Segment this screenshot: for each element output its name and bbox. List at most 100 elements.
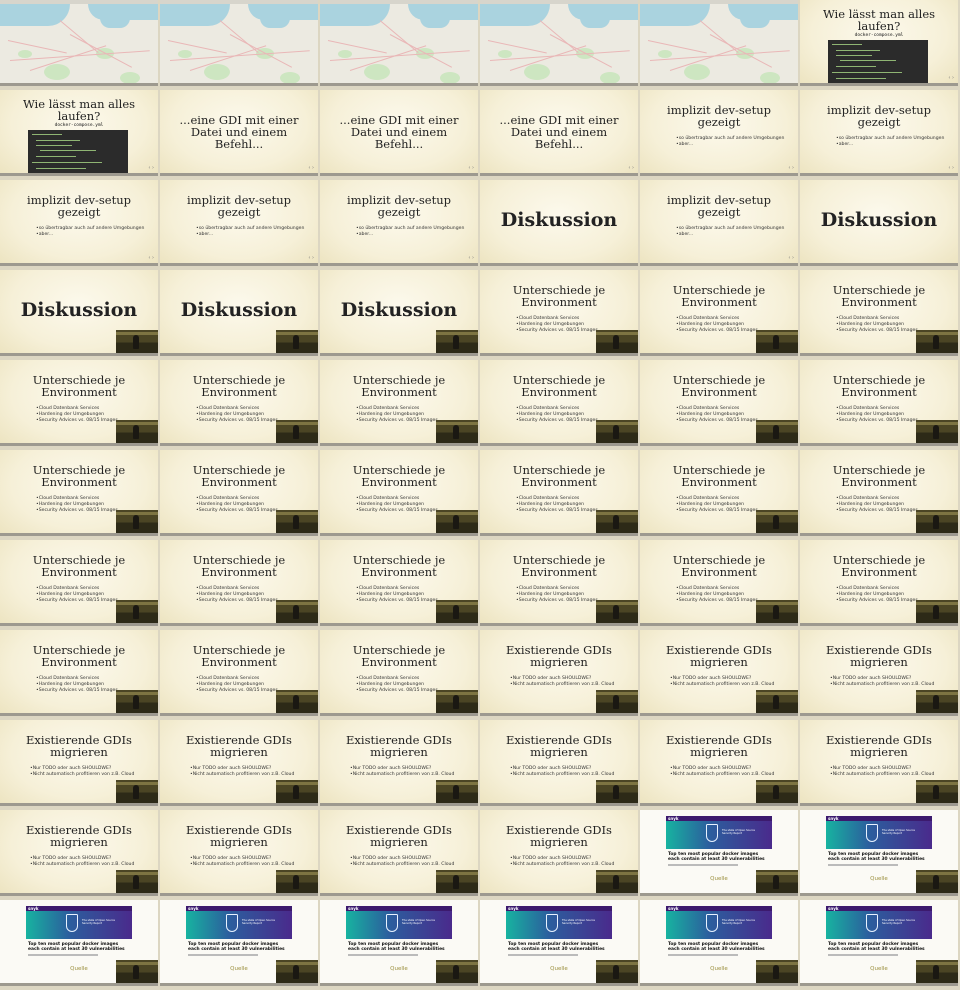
speaker-video-inset [916,420,958,443]
slide-thumbnail[interactable]: Existierende GDIs migrieren Nur TODO oder… [480,810,638,896]
source-link[interactable]: Quelle [230,966,248,972]
slide-thumbnail[interactable]: implizit dev-setup gezeigt so übertragbar… [640,90,798,176]
slide-nav-arrows[interactable]: ‹ › [148,165,154,171]
slide-thumbnail[interactable]: Unterschiede je Environment Cloud Datenba… [160,450,318,536]
slide-thumbnail[interactable]: Diskussion [160,270,318,356]
shield-icon [66,914,78,932]
slide-thumbnail[interactable]: Unterschiede je Environment Cloud Datenba… [480,540,638,626]
slide-thumbnail[interactable]: Unterschiede je Environment Cloud Datenba… [320,630,478,716]
code-line [32,134,62,136]
slide-thumbnail[interactable]: Unterschiede je Environment Cloud Datenba… [320,360,478,446]
article-thumbnail[interactable]: snyk The state of Open Source Security Re… [800,810,958,896]
speaker-figure [933,965,939,979]
article-thumbnail[interactable]: snyk The state of Open Source Security Re… [480,900,638,986]
slide-thumbnail[interactable]: Unterschiede je Environment Cloud Datenba… [160,540,318,626]
source-link[interactable]: Quelle [870,876,888,882]
slide-thumbnail[interactable]: Unterschiede je Environment Cloud Datenba… [320,540,478,626]
article-thumbnail[interactable]: snyk The state of Open Source Security Re… [160,900,318,986]
slide-thumbnail[interactable]: implizit dev-setup gezeigt so übertragbar… [320,180,478,266]
slide-thumbnail[interactable]: Unterschiede je Environment Cloud Datenba… [640,540,798,626]
slide-thumbnail[interactable]: Existierende GDIs migrieren Nur TODO oder… [320,720,478,806]
slide-thumbnail[interactable]: Existierende GDIs migrieren Nur TODO oder… [480,720,638,806]
slide-nav-arrows[interactable]: ‹ › [468,255,474,261]
slide-title: Unterschiede je Environment [32,643,126,669]
slide-thumbnail[interactable]: implizit dev-setup gezeigt so übertragbar… [160,180,318,266]
slide-thumbnail[interactable]: Unterschiede je Environment Cloud Datenba… [800,540,958,626]
slide-thumbnail[interactable]: Unterschiede je Environment Cloud Datenba… [160,630,318,716]
slide-thumbnail[interactable]: Unterschiede je Environment Cloud Datenba… [800,360,958,446]
slide-thumbnail[interactable]: ...eine GDI mit einer Datei und einem Be… [480,90,638,176]
map-thumbnail[interactable] [640,0,798,86]
source-link[interactable]: Quelle [550,966,568,972]
slide-thumbnail[interactable]: Diskussion [480,180,638,266]
article-thumbnail[interactable]: snyk The state of Open Source Security Re… [800,900,958,986]
slide-nav-arrows[interactable]: ‹ › [468,165,474,171]
slide-nav-arrows[interactable]: ‹ › [788,255,794,261]
article-headline: Top ten most popular docker images each … [828,942,925,952]
article-thumbnail[interactable]: snyk The state of Open Source Security Re… [640,900,798,986]
slide-thumbnail[interactable]: Unterschiede je Environment Cloud Datenba… [640,450,798,536]
slide-thumbnail[interactable]: Diskussion [800,180,958,266]
slide-nav-arrows[interactable]: ‹ › [628,165,634,171]
map-thumbnail[interactable] [160,0,318,86]
slide-thumbnail[interactable]: Existierende GDIs migrieren Nur TODO oder… [800,630,958,716]
slide-nav-arrows[interactable]: ‹ › [148,255,154,261]
map-thumbnail[interactable] [0,0,158,86]
map-thumbnail[interactable] [320,0,478,86]
slide-thumbnail[interactable]: Wie lässt man alles laufen? docker-compos… [800,0,958,86]
slide-thumbnail[interactable]: Existierende GDIs migrieren Nur TODO oder… [320,810,478,896]
slide-thumbnail[interactable]: ...eine GDI mit einer Datei und einem Be… [320,90,478,176]
slide-thumbnail[interactable]: Existierende GDIs migrieren Nur TODO oder… [640,720,798,806]
bullet-item: Security Advices vs. 08/15 Images [356,598,438,604]
slide-thumbnail[interactable]: Unterschiede je Environment Cloud Datenba… [640,270,798,356]
bullet-item: Security Advices vs. 08/15 Images [196,688,278,694]
map-thumbnail[interactable] [480,0,638,86]
source-link[interactable]: Quelle [390,966,408,972]
road-line [709,34,773,68]
slide-thumbnail[interactable]: Existierende GDIs migrieren Nur TODO oder… [640,630,798,716]
slide-nav-arrows[interactable]: ‹ › [788,165,794,171]
article-thumbnail[interactable]: snyk The state of Open Source Security Re… [640,810,798,896]
slide-thumbnail[interactable]: Unterschiede je Environment Cloud Datenba… [0,540,158,626]
article-thumbnail[interactable]: snyk The state of Open Source Security Re… [0,900,158,986]
slide-thumbnail[interactable]: Unterschiede je Environment Cloud Datenba… [800,450,958,536]
slide-thumbnail[interactable]: implizit dev-setup gezeigt so übertragbar… [0,180,158,266]
slide-thumbnail[interactable]: Existierende GDIs migrieren Nur TODO oder… [800,720,958,806]
source-link[interactable]: Quelle [70,966,88,972]
code-caption: docker-compose.yml [54,123,104,128]
source-link[interactable]: Quelle [870,966,888,972]
slide-nav-arrows[interactable]: ‹ › [308,255,314,261]
slide-thumbnail[interactable]: Existierende GDIs migrieren Nur TODO oder… [0,720,158,806]
slide-nav-arrows[interactable]: ‹ › [308,165,314,171]
source-link[interactable]: Quelle [710,966,728,972]
slide-thumbnail[interactable]: Existierende GDIs migrieren Nur TODO oder… [0,810,158,896]
slide-thumbnail[interactable]: Unterschiede je Environment Cloud Datenba… [160,360,318,446]
slide-title: implizit dev-setup gezeigt [347,193,451,219]
slide-thumbnail[interactable]: Unterschiede je Environment Cloud Datenba… [0,450,158,536]
slide-thumbnail[interactable]: Existierende GDIs migrieren Nur TODO oder… [160,720,318,806]
slide-thumbnail[interactable]: Unterschiede je Environment Cloud Datenba… [320,450,478,536]
slide-thumbnail[interactable]: Diskussion [0,270,158,356]
article-thumbnail[interactable]: snyk The state of Open Source Security Re… [320,900,478,986]
slide-thumbnail[interactable]: Unterschiede je Environment Cloud Datenba… [800,270,958,356]
slide-thumbnail[interactable]: Unterschiede je Environment Cloud Datenba… [640,360,798,446]
slide-thumbnail[interactable]: ...eine GDI mit einer Datei und einem Be… [160,90,318,176]
article-navbar [666,906,772,911]
bullet-item: Hardening der Umgebungen [516,592,598,598]
slide-nav-arrows[interactable]: ‹ › [948,165,954,171]
slide-thumbnail[interactable]: implizit dev-setup gezeigt so übertragbar… [640,180,798,266]
slide-thumbnail[interactable]: Wie lässt man alles laufen? docker-compos… [0,90,158,176]
slide-thumbnail[interactable]: Unterschiede je Environment Cloud Datenba… [480,360,638,446]
park-area [18,50,32,58]
slide-nav-arrows[interactable]: ‹ › [948,75,954,81]
slide-thumbnail[interactable]: Unterschiede je Environment Cloud Datenba… [0,360,158,446]
slide-thumbnail[interactable]: Diskussion [320,270,478,356]
slide-thumbnail[interactable]: Unterschiede je Environment Cloud Datenba… [0,630,158,716]
slide-thumbnail[interactable]: Unterschiede je Environment Cloud Datenba… [480,270,638,356]
source-link[interactable]: Quelle [710,876,728,882]
slide-thumbnail[interactable]: Unterschiede je Environment Cloud Datenba… [480,450,638,536]
speaker-figure [293,605,299,619]
slide-thumbnail[interactable]: Existierende GDIs migrieren Nur TODO oder… [480,630,638,716]
slide-thumbnail[interactable]: Existierende GDIs migrieren Nur TODO oder… [160,810,318,896]
slide-thumbnail[interactable]: implizit dev-setup gezeigt so übertragbar… [800,90,958,176]
